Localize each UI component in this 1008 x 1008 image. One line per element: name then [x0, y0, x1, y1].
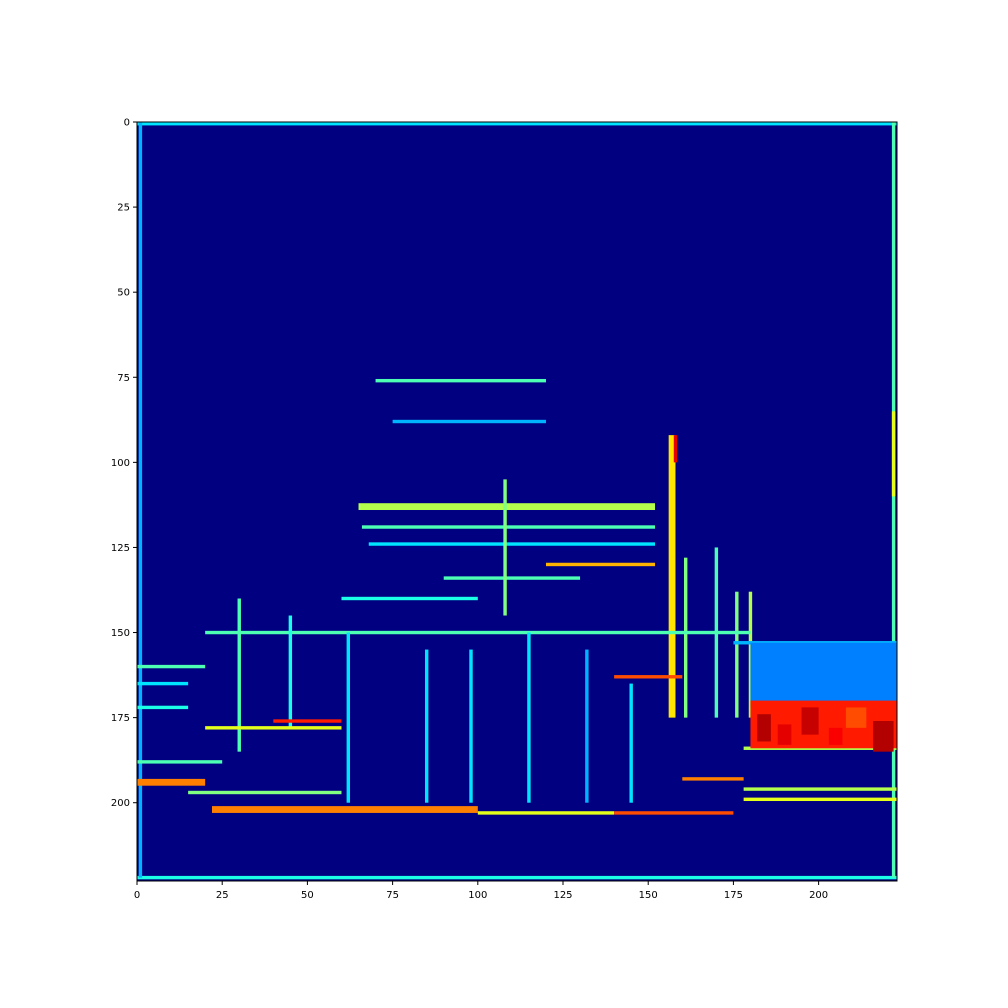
y-tick-label: 150 [111, 628, 130, 639]
heatmap-feature-vline [673, 435, 678, 463]
heatmap-feature-blob [777, 724, 792, 745]
heatmap-feature-vline [683, 557, 688, 718]
heatmap-feature-hline [137, 681, 189, 686]
x-tick-label: 25 [216, 890, 229, 901]
heatmap-feature-blob [873, 721, 894, 752]
heatmap-feature-vline [891, 411, 896, 497]
x-tick-label: 200 [809, 890, 828, 901]
heatmap-feature-hline [137, 705, 189, 710]
heatmap-feature-vline [503, 479, 507, 616]
heatmap-feature-vline [237, 598, 241, 752]
y-tick-label: 200 [111, 798, 130, 809]
heatmap-feature-hline [392, 419, 546, 424]
heatmap-feature-blob [757, 714, 771, 742]
y-tick-label: 50 [117, 288, 130, 299]
y-tick-label: 100 [111, 458, 130, 469]
heatmap-feature-hline [205, 630, 751, 635]
heatmap-feature-vline [288, 615, 293, 728]
y-tick-label: 0 [124, 118, 130, 129]
heatmap-feature-hline [375, 378, 546, 383]
heatmap-feature-vline [668, 435, 676, 718]
heatmap-feature-hline [188, 790, 342, 795]
plot-frame [136, 121, 898, 882]
heatmap-feature-vline [138, 122, 143, 878]
heatmap-feature-hline [341, 596, 478, 601]
y-tick-label: 75 [117, 373, 130, 384]
x-tick-label: 150 [639, 890, 658, 901]
x-axis: 0 25 50 75 100 125 150 175 200 [134, 881, 828, 901]
heatmap-feature-hline [614, 675, 683, 679]
heatmap-feature-vline [735, 591, 739, 718]
heatmap-features [137, 122, 897, 880]
heatmap-feature-hline [273, 719, 342, 723]
heatmap-feature-hline [545, 562, 656, 567]
heatmap-feature-hline [137, 664, 206, 669]
heatmap-feature-hline [211, 806, 478, 813]
heatmap-feature-vline [629, 683, 633, 803]
heatmap-feature-blob [750, 700, 897, 749]
heatmap-feature-hline [137, 122, 897, 126]
heatmap-background [137, 122, 897, 881]
heatmap-feature-hline [743, 787, 897, 791]
heatmap-feature-hline [368, 542, 656, 546]
heatmap-feature-hline [743, 797, 897, 802]
y-tick-label: 125 [111, 543, 130, 554]
heatmap-feature-hline [477, 811, 615, 815]
heatmap-feature-vline [469, 649, 473, 803]
x-tick-label: 175 [724, 890, 743, 901]
y-axis: 0 25 50 75 100 125 150 175 200 [111, 118, 137, 809]
x-tick-label: 75 [386, 890, 399, 901]
x-tick-label: 125 [553, 890, 572, 901]
heatmap-feature-hline [137, 760, 223, 764]
heatmap-feature-hline [137, 875, 897, 880]
x-tick-label: 50 [301, 890, 314, 901]
heatmap-feature-vline [346, 632, 351, 803]
heatmap-feature-vline [424, 649, 429, 803]
heatmap-feature-hline [361, 525, 656, 529]
heatmap-feature-hline [205, 726, 342, 730]
heatmap-feature-blob [750, 642, 897, 708]
heatmap-feature-vline [527, 632, 531, 803]
x-tick-label: 0 [134, 890, 140, 901]
heatmap-feature-hline [137, 778, 206, 786]
heatmap-feature-blob [801, 707, 819, 735]
y-tick-label: 175 [111, 713, 130, 724]
heatmap-feature-vline [891, 122, 896, 878]
heatmap-feature-hline [614, 811, 734, 815]
heatmap-feature-hline [682, 777, 744, 781]
heatmap-feature-hline [443, 576, 581, 580]
heatmap-feature-blob [845, 707, 867, 728]
x-tick-label: 100 [468, 890, 487, 901]
plot-area [136, 121, 898, 882]
y-tick-label: 25 [117, 203, 130, 214]
heatmap-feature-vline [585, 649, 589, 803]
heatmap-feature-blob [828, 727, 843, 745]
